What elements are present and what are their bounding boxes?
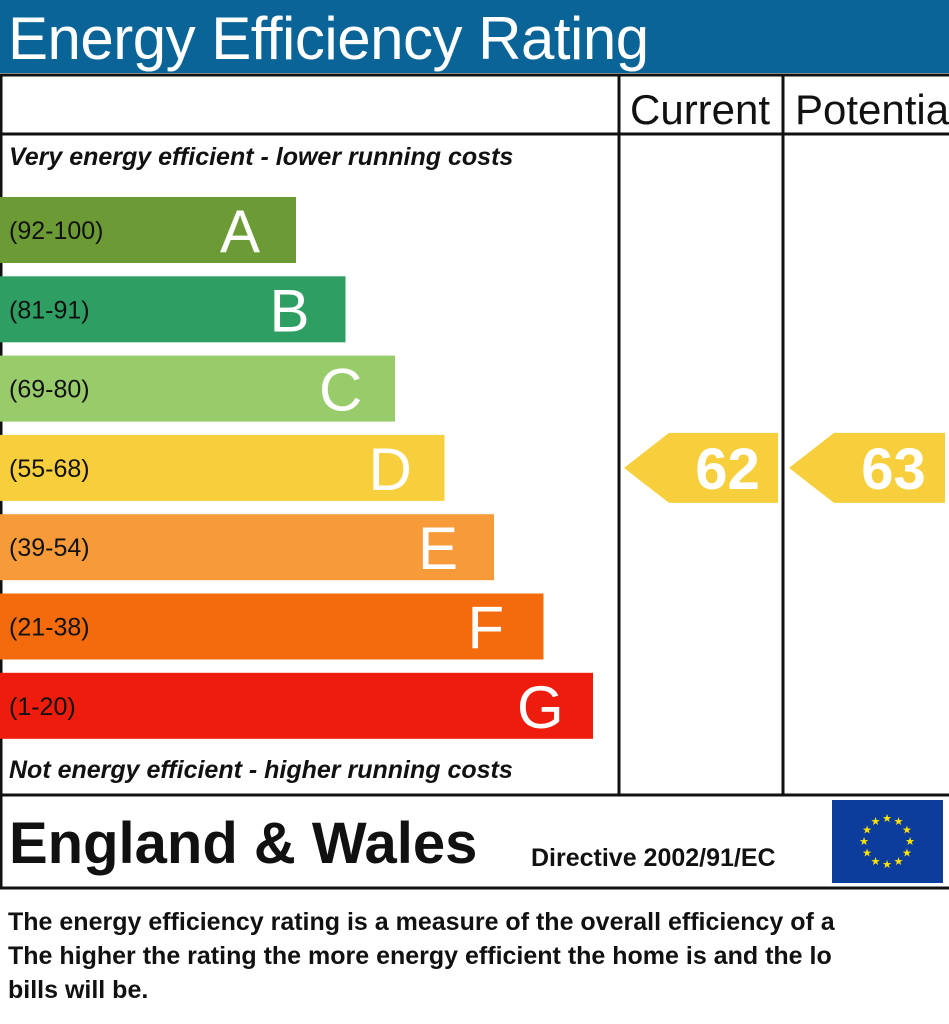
eu-flag-icon: ★ ★★★★★★★★★★★ [832, 800, 943, 883]
band-c-range: (69-80) [9, 376, 90, 404]
directive-label: Directive 2002/91/EC [531, 844, 776, 872]
rating-bands: (92-100) A (81-91) B (69-80) C (55-68) D (39-54)… [0, 197, 593, 741]
band-a-letter: A [220, 198, 260, 265]
eu-star-icon: ★ [882, 812, 892, 825]
band-e-letter: E [418, 515, 458, 582]
footer-line: The energy efficiency rating is a measur… [8, 908, 835, 936]
band-f-bar [0, 593, 544, 660]
band-c-letter: C [319, 357, 362, 424]
bottom-caption: Not energy efficient - higher running co… [9, 756, 513, 784]
eu-star-icon: ★ [905, 835, 915, 848]
region-label: England & Wales [9, 811, 477, 876]
eu-star-icon: ★ [871, 855, 881, 868]
band-d-bar [0, 434, 445, 501]
band-g-range: (1-20) [9, 693, 76, 721]
footer-line: bills will be. [8, 976, 149, 1004]
band-e-range: (39-54) [9, 534, 90, 562]
eu-star-icon: ★ [902, 847, 912, 860]
potential-arrow [789, 432, 945, 503]
band-f-range: (21-38) [9, 614, 90, 642]
band-g-letter: G [517, 674, 564, 741]
eu-star-icon: ★ [902, 824, 912, 837]
eu-star-icon: ★ [894, 815, 904, 828]
band-e-bar [0, 514, 494, 581]
chart-title: Energy Efficiency Rating [8, 5, 649, 72]
top-caption: Very energy efficient - lower running co… [9, 143, 513, 171]
current-column-header: Current [630, 86, 770, 133]
band-a-bar [0, 197, 296, 263]
potential-column-header: Potential [795, 86, 949, 133]
current-arrow [624, 432, 778, 503]
band-f-letter: F [468, 595, 505, 662]
band-a-range: (92-100) [9, 217, 104, 245]
current-rating-value: 62 [695, 437, 760, 502]
footer-line: The higher the rating the more energy ef… [8, 942, 832, 970]
band-b-bar [0, 276, 346, 343]
eu-star-icon: ★ [882, 858, 892, 871]
band-b-range: (81-91) [9, 296, 90, 324]
eu-star-icon: ★ [871, 815, 881, 828]
potential-rating-value: 63 [861, 437, 926, 502]
eu-star-icon: ★ [894, 855, 904, 868]
eu-star-icon: ★ [862, 847, 872, 860]
title-bar: Energy Efficiency Rating [0, 0, 949, 73]
band-g-bar [0, 672, 593, 739]
band-d-range: (55-68) [9, 455, 90, 483]
footer-description: The energy efficiency rating is a measur… [8, 905, 949, 1007]
rating-arrows: 62 63 [624, 432, 945, 503]
band-b-letter: B [270, 277, 310, 344]
eu-star-icon: ★ [862, 824, 872, 837]
eu-star-icon: ★ [859, 835, 869, 848]
band-d-letter: D [369, 436, 412, 503]
band-c-bar [0, 355, 395, 422]
